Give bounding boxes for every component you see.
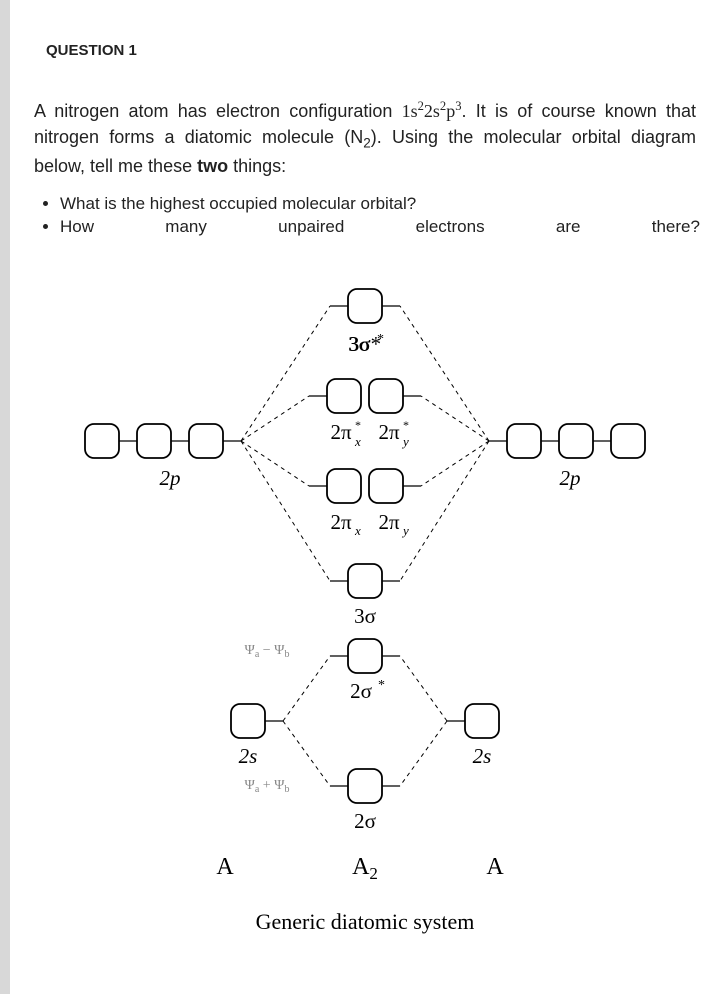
mo-2sigma-box [348,769,382,803]
label-atom-right: A [486,854,504,880]
ao-right-2s [465,704,499,738]
svg-text:*: * [403,418,409,432]
mo-diagram-svg: 3σ * 3σ * 2π x * 2π y * 2π x 2π y [15,269,715,949]
question-bullets: What is the highest occupied molecular o… [40,193,696,239]
svg-text:3σ: 3σ [348,332,370,356]
mo-2sigma-star-box [348,639,382,673]
content-area: QUESTION 1 A nitrogen atom has electron … [10,42,720,239]
label-right-2s: 2s [473,744,492,768]
svg-text:x: x [354,523,361,538]
svg-text:*: * [377,332,384,347]
mo-2piy-star-box [369,379,403,413]
label-left-2s: 2s [239,744,258,768]
mo-2pix-box [327,469,361,503]
bullet-item-2: Howmanyunpairedelectronsarethere? [60,216,696,239]
ao-left-2p-1 [85,424,119,458]
label-left-2p: 2p [160,466,181,490]
mo-3sigma-star-box [348,289,382,323]
svg-text:2σ: 2σ [350,679,372,703]
svg-text:2π: 2π [378,510,400,534]
bullet-word: many [165,216,207,239]
bullet-word: electrons [416,216,485,239]
ao-left-2s [231,704,265,738]
page: QUESTION 1 A nitrogen atom has electron … [10,0,720,994]
psi-minus-label: Ψa − Ψb [244,643,289,660]
ao-left-2p-2 [137,424,171,458]
svg-text:y: y [401,523,409,538]
svg-text:*: * [355,418,361,432]
ao-right-2p-2 [559,424,593,458]
label-molecule: A2 [352,854,378,883]
svg-text:y: y [401,434,409,449]
mo-3sigma-box [348,564,382,598]
label-3sigma: 3σ [354,604,376,628]
mo-2piy-box [369,469,403,503]
bullet-2-justified: How many unpaired electrons are there? [60,216,700,239]
ao-right-2p-3 [611,424,645,458]
svg-text:2π: 2π [330,420,352,444]
ao-left-2p-3 [189,424,223,458]
label-2sigma: 2σ [354,809,376,833]
bullet-word: there? [652,216,700,239]
diagram-caption: Generic diatomic system [256,909,475,934]
svg-text:2π: 2π [378,420,400,444]
bullet-word: How [60,216,94,239]
psi-plus-label: Ψa + Ψb [244,778,289,795]
question-header: QUESTION 1 [46,42,696,59]
label-right-2p: 2p [560,466,581,490]
svg-text:2π: 2π [330,510,352,534]
bullet-word: unpaired [278,216,344,239]
bullet-word: are [556,216,581,239]
ao-right-2p-1 [507,424,541,458]
mo-diagram: 3σ * 3σ * 2π x * 2π y * 2π x 2π y [10,269,720,949]
bullet-item-1: What is the highest occupied molecular o… [60,193,696,216]
mo-2pix-star-box [327,379,361,413]
svg-text:x: x [354,434,361,449]
svg-text:*: * [378,678,385,693]
label-atom-left: A [216,854,234,880]
question-paragraph: A nitrogen atom has electron configurati… [34,97,696,179]
